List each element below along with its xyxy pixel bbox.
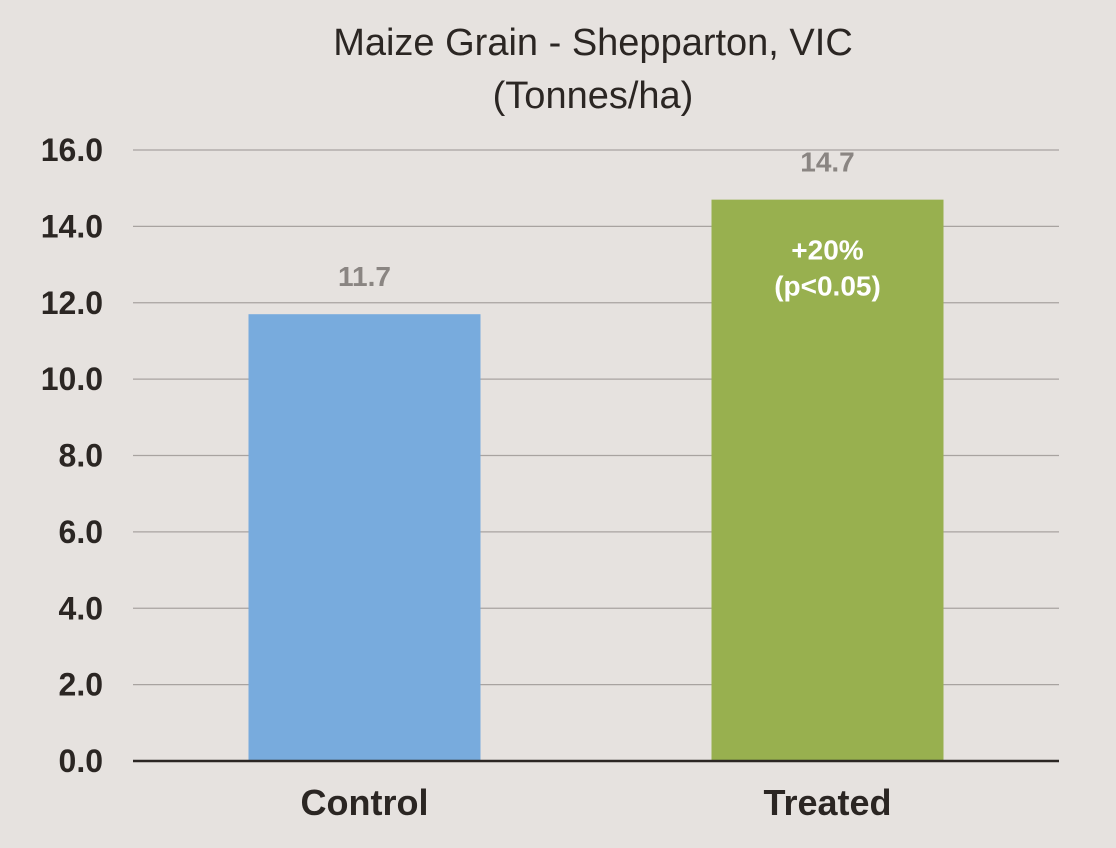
value-label-control: 11.7 xyxy=(338,261,391,292)
chart-title: Maize Grain - Shepparton, VIC (Tonnes/ha… xyxy=(333,22,853,117)
annotation-line: (p<0.05) xyxy=(774,271,881,302)
y-tick-label: 14.0 xyxy=(41,208,103,244)
chart-title-line-2: (Tonnes/ha) xyxy=(493,75,694,117)
value-label-treated: 14.7 xyxy=(800,147,855,178)
bar-treated xyxy=(711,199,944,762)
category-label-control: Control xyxy=(301,782,429,823)
y-axis-tick-labels: 0.0 2.0 4.0 6.0 8.0 10.0 12.0 14.0 16.0 xyxy=(41,132,103,779)
y-tick-label: 2.0 xyxy=(59,667,103,703)
y-tick-label: 6.0 xyxy=(59,514,103,550)
x-axis-category-labels: Control Treated xyxy=(301,782,892,823)
y-tick-label: 4.0 xyxy=(59,590,103,626)
chart-title-line-1: Maize Grain - Shepparton, VIC xyxy=(333,22,853,64)
y-tick-label: 8.0 xyxy=(59,438,103,474)
annotation-line: +20% xyxy=(791,235,863,266)
bar-control xyxy=(248,314,481,761)
y-tick-label: 12.0 xyxy=(41,285,103,321)
data-labels: 11.7 14.7 +20% (p<0.05) xyxy=(338,147,881,302)
bars xyxy=(248,199,944,762)
y-tick-label: 0.0 xyxy=(59,743,103,779)
y-tick-label: 10.0 xyxy=(41,361,103,397)
category-label-treated: Treated xyxy=(763,782,891,823)
y-tick-label: 16.0 xyxy=(41,132,103,168)
